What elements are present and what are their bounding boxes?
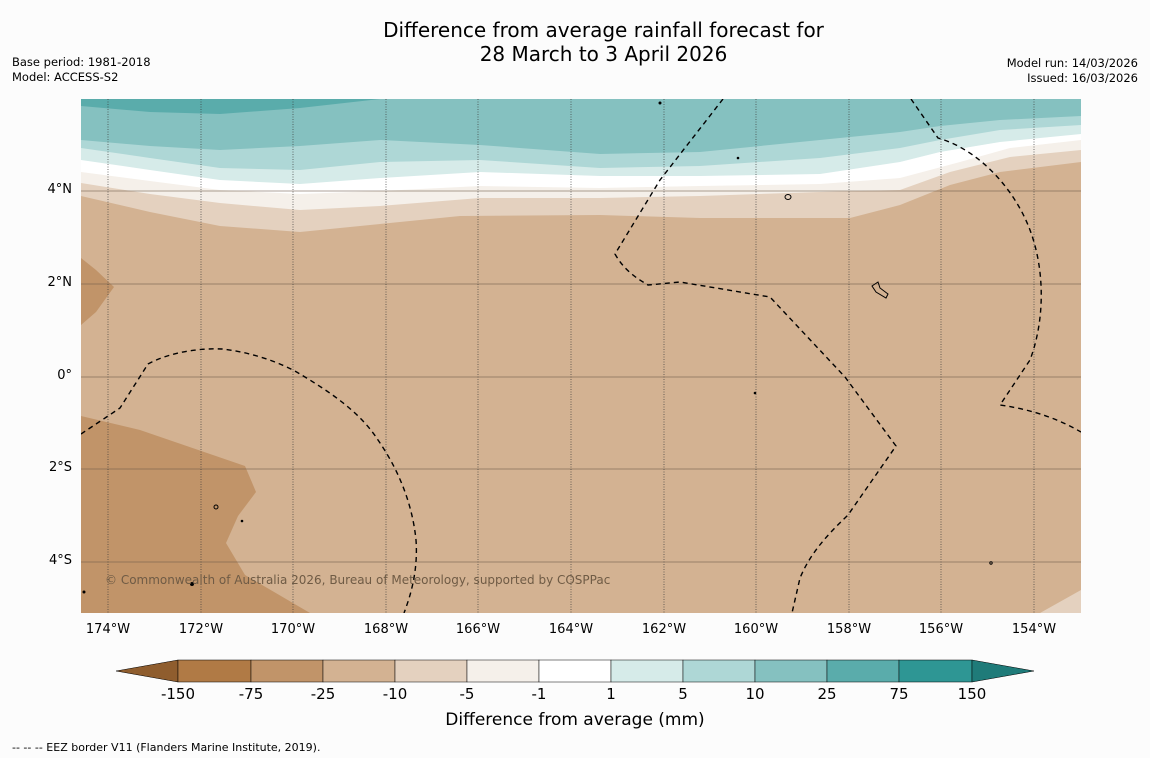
lon-label: 156°W [918, 622, 964, 637]
map-title: Difference from average rainfall forecas… [0, 18, 1150, 66]
colorbar-seg [826, 659, 900, 683]
colorbar [115, 659, 1035, 683]
colorbar-seg [682, 659, 756, 683]
meta-right: Model run: 14/03/2026 Issued: 16/03/2026 [1007, 56, 1138, 86]
model-run-text: Model run: 14/03/2026 [1006, 56, 1138, 70]
colorbar-tick-label: 1 [606, 685, 616, 703]
lon-label: 172°W [178, 622, 224, 637]
issued-text: Issued: 16/03/2026 [1027, 71, 1138, 85]
island-tiny-d [736, 156, 740, 160]
colorbar-tick-label: -25 [310, 685, 336, 703]
colorbar-seg [898, 659, 973, 683]
colorbar-seg [610, 659, 684, 683]
island-tiny-b [190, 582, 194, 586]
colorbar-tick-label: -1 [531, 685, 547, 703]
colorbar-tick-label: 10 [745, 685, 765, 703]
colorbar-tick-label: 25 [817, 685, 837, 703]
colorbar-seg [538, 659, 612, 683]
lon-label: 158°W [826, 622, 872, 637]
lon-label: 164°W [548, 622, 594, 637]
lon-label: 174°W [85, 622, 131, 637]
colorbar-seg [754, 659, 828, 683]
lon-label: 160°W [733, 622, 779, 637]
lon-label: 154°W [1011, 622, 1057, 637]
map-fill-layer [81, 99, 1081, 613]
lon-label: 162°W [641, 622, 687, 637]
island-tiny-c [658, 101, 662, 105]
island-tiny-a [240, 519, 244, 523]
anomaly-band-mid-teal [81, 99, 1081, 154]
island-tiny-f [989, 561, 993, 565]
base-period-text: Base period: 1981-2018 [12, 55, 151, 69]
colorbar-tick-label: -5 [459, 685, 475, 703]
colorbar-tick-label: -75 [238, 685, 264, 703]
eez-border-west [81, 348, 418, 613]
copyright-notice: © Commonwealth of Australia 2026, Bureau… [105, 573, 611, 587]
title-line-1: Difference from average rainfall forecas… [383, 18, 824, 42]
lon-label: 170°W [270, 622, 316, 637]
eez-legend-note: -- -- -- EEZ border V11 (Flanders Marine… [12, 741, 321, 754]
anomaly-band-teal-top [81, 99, 380, 114]
lat-label: 2°N [47, 275, 73, 290]
colorbar-seg [322, 659, 396, 683]
colorbar-seg [394, 659, 468, 683]
model-text: Model: ACCESS-S2 [12, 70, 119, 84]
anomaly-band-light-tan-se [1040, 590, 1081, 613]
colorbar-seg [177, 659, 252, 683]
colorbar-seg [250, 659, 324, 683]
meta-left: Base period: 1981-2018 Model: ACCESS-S2 [12, 55, 151, 85]
colorbar-tick-label: 150 [957, 685, 987, 703]
eez-borders [81, 99, 1081, 613]
island-tiny-e [753, 391, 757, 395]
island-kiritimati [871, 281, 889, 299]
longitude-gridlines [107, 99, 1035, 613]
lat-label: 4°S [48, 553, 72, 568]
colorbar-tick-label: 75 [889, 685, 909, 703]
island-howland [784, 194, 792, 200]
title-line-2: 28 March to 3 April 2026 [479, 42, 728, 66]
colorbar-end-high [971, 659, 1035, 683]
island-tiny-g [82, 590, 86, 594]
colorbar-seg [466, 659, 540, 683]
colorbar-tick-label: -10 [382, 685, 408, 703]
lat-label: 4°N [47, 182, 73, 197]
eez-border-east [910, 99, 1081, 433]
latitude-gridlines [81, 190, 1081, 563]
colorbar-tick-label: 5 [678, 685, 688, 703]
lat-label: 0° [57, 368, 72, 383]
anomaly-band-brown-w [81, 258, 114, 325]
islands [82, 101, 993, 594]
colorbar-title: Difference from average (mm) [445, 710, 705, 730]
eez-border-central [614, 99, 897, 613]
lon-label: 168°W [363, 622, 409, 637]
colorbar-end-low [115, 659, 179, 683]
island-sw [213, 504, 219, 510]
colorbar-tick-label: -150 [160, 685, 196, 703]
lon-label: 166°W [455, 622, 501, 637]
anomaly-band-brown-sw [81, 416, 310, 613]
lat-label: 2°S [48, 460, 72, 475]
